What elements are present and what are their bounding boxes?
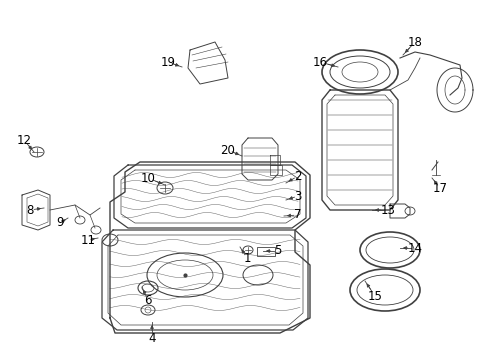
Text: 1: 1 — [243, 252, 251, 265]
Text: 16: 16 — [313, 55, 327, 68]
Text: 10: 10 — [141, 171, 155, 184]
Text: 5: 5 — [274, 244, 282, 257]
Text: 6: 6 — [144, 293, 152, 306]
Bar — [257, 247, 275, 256]
Text: 17: 17 — [433, 181, 447, 194]
Text: 11: 11 — [80, 234, 96, 247]
Text: 12: 12 — [17, 134, 31, 147]
Text: 13: 13 — [381, 203, 395, 216]
Text: 15: 15 — [368, 289, 382, 302]
Text: 8: 8 — [26, 203, 34, 216]
Text: 2: 2 — [294, 170, 302, 183]
Text: 18: 18 — [408, 36, 422, 49]
Text: 9: 9 — [56, 216, 64, 230]
Text: 20: 20 — [220, 144, 235, 157]
Text: 19: 19 — [161, 55, 175, 68]
Text: 7: 7 — [294, 208, 302, 221]
Text: 3: 3 — [294, 189, 302, 202]
Text: 4: 4 — [148, 332, 156, 345]
Text: 14: 14 — [408, 242, 422, 255]
